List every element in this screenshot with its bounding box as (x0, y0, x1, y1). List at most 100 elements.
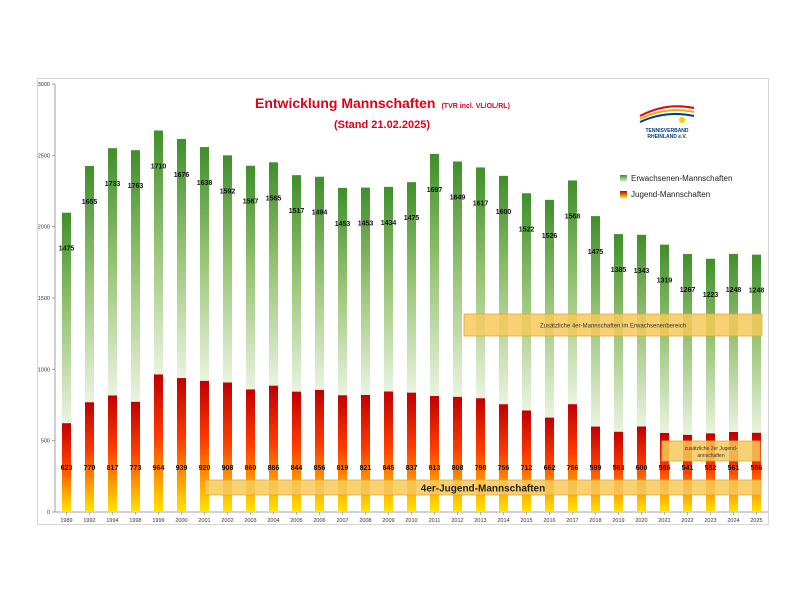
x-tick-label: 2005 (290, 518, 302, 524)
legend-item-youth: Jugend-Mannschaften (620, 186, 732, 202)
y-tick-label: 1000 (38, 367, 50, 373)
data-label-adult: 1600 (496, 209, 512, 216)
bar-youth (85, 402, 94, 512)
data-label-youth: 552 (705, 465, 717, 472)
bar-youth (200, 380, 209, 512)
annotation-youth-4er-box (204, 479, 762, 496)
bar-youth (591, 426, 600, 512)
data-label-youth: 712 (521, 465, 533, 472)
bar-adult (568, 180, 577, 405)
data-label-adult: 1592 (220, 188, 236, 195)
data-label-adult: 1638 (197, 180, 213, 187)
data-label-youth: 964 (153, 465, 165, 472)
x-tick-label: 2018 (589, 518, 601, 524)
bar-youth (338, 395, 347, 512)
bar-youth (246, 389, 255, 512)
x-tick-label: 1999 (152, 518, 164, 524)
y-tick-label: 2000 (38, 225, 50, 231)
data-label-adult: 1517 (289, 208, 305, 215)
data-label-youth: 817 (107, 465, 119, 472)
data-label-youth: 555 (659, 465, 671, 472)
annotation-adult-4er-label: Zusätzliche 4er-Mannschaften im Erwachse… (540, 324, 686, 330)
data-label-adult: 1655 (82, 199, 98, 206)
data-label-adult: 1475 (404, 215, 420, 222)
bar-youth (407, 392, 416, 512)
data-label-youth: 798 (475, 465, 487, 472)
x-tick-label: 2010 (405, 518, 417, 524)
data-label-adult: 1434 (381, 220, 397, 227)
data-label-youth: 908 (222, 465, 234, 472)
data-label-adult: 1763 (128, 183, 144, 190)
bar-adult (131, 150, 140, 402)
bar-youth (476, 398, 485, 512)
data-label-adult: 1267 (680, 287, 696, 294)
data-label-youth: 920 (199, 465, 211, 472)
x-tick-label: 2022 (681, 518, 693, 524)
bar-adult (361, 187, 370, 395)
x-tick-label: 2011 (429, 518, 441, 524)
chart-title: Entwicklung Mannschaften (TVR incl. VL/OL… (255, 95, 510, 111)
bar-adult (706, 258, 715, 434)
data-label-adult: 1567 (243, 199, 259, 206)
bar-adult (522, 193, 531, 411)
bar-adult (200, 147, 209, 381)
x-tick-label: 2006 (313, 518, 325, 524)
data-label-adult: 1522 (519, 226, 535, 233)
data-label-youth: 600 (636, 465, 648, 472)
annotation-youth-2er-line: annschaften (697, 453, 724, 459)
data-label-youth: 756 (567, 465, 579, 472)
x-tick-label: 1992 (83, 518, 95, 524)
bar-adult (430, 153, 439, 397)
data-label-adult: 1248 (726, 287, 742, 294)
x-tick-label: 2015 (520, 518, 532, 524)
bar-youth (177, 378, 186, 512)
data-label-adult: 1697 (427, 187, 443, 194)
data-label-youth: 599 (590, 465, 602, 472)
bar-youth (131, 401, 140, 512)
bar-adult (269, 162, 278, 386)
x-tick-label: 2009 (382, 518, 394, 524)
bar-adult (499, 175, 508, 405)
y-tick-label: 2500 (38, 153, 50, 159)
x-tick-label: 2001 (198, 518, 210, 524)
data-label-youth: 886 (268, 465, 280, 472)
data-label-adult: 1565 (266, 195, 282, 202)
chart-title-note: (TVR incl. VL/OL/RL) (441, 103, 510, 110)
x-tick-label: 2004 (267, 518, 279, 524)
data-label-adult: 1453 (358, 221, 374, 228)
legend-label-youth: Jugend-Mannschaften (631, 189, 711, 199)
value-label-layer: 623 1475 770 1655 817 1733 773 1763 964 1710 939 16… (59, 164, 765, 472)
bar-youth (752, 432, 761, 512)
bar-youth (683, 434, 692, 512)
data-label-youth: 844 (291, 465, 303, 472)
bar-youth (384, 391, 393, 512)
data-label-youth: 860 (245, 465, 257, 472)
axis-layer: 0 500 1000 1500 2000 2500 3000 1989 1992 1994 1998… (38, 82, 768, 524)
bar-adult (476, 167, 485, 399)
bar-adult (453, 161, 462, 397)
x-tick-label: 1989 (60, 518, 72, 524)
bar-adult (85, 166, 94, 403)
bar-adult (660, 244, 669, 433)
bar-adult (338, 187, 347, 396)
data-label-adult: 1385 (611, 267, 627, 274)
data-label-youth: 561 (728, 465, 740, 472)
x-tick-label: 2016 (543, 518, 555, 524)
annotation-adult-4er-box (463, 313, 763, 337)
bar-youth (223, 382, 232, 512)
x-tick-label: 2012 (451, 518, 463, 524)
x-tick-label: 2013 (474, 518, 486, 524)
data-label-youth: 819 (337, 465, 349, 472)
x-tick-label: 2003 (244, 518, 256, 524)
data-label-adult: 1617 (473, 200, 489, 207)
bar-youth (108, 395, 117, 512)
y-tick-label: 1500 (38, 296, 50, 302)
x-tick-label: 2021 (658, 518, 670, 524)
data-label-youth: 813 (429, 465, 441, 472)
x-tick-label: 2007 (336, 518, 348, 524)
legend-swatch-youth (620, 190, 627, 198)
data-label-youth: 808 (452, 465, 464, 472)
data-label-youth: 856 (314, 465, 326, 472)
x-tick-label: 2020 (635, 518, 647, 524)
data-label-adult: 1223 (703, 292, 719, 299)
